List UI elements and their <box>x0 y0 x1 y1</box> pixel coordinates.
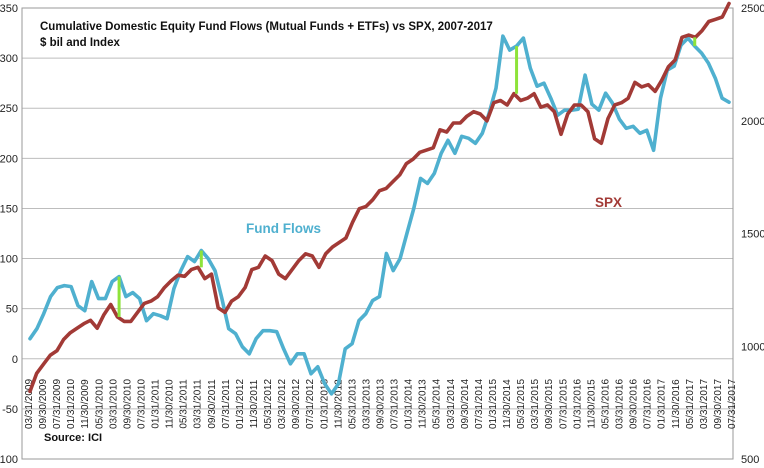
plot-frame <box>21 7 734 460</box>
x-tick-label: 07/31/2016 <box>643 379 654 429</box>
x-tick-label: 11/30/2016 <box>671 379 682 429</box>
y-left-tick-label: 250 <box>0 103 18 115</box>
y-right-tick-label: 1500 <box>741 229 764 241</box>
x-tick-label: 11/30/2009 <box>80 379 91 429</box>
x-tick-label: 09/30/2016 <box>629 379 640 429</box>
y-right-tick-label: 500 <box>741 454 759 466</box>
x-tick-label: 01/31/2014 <box>404 379 415 429</box>
x-tick-label: 09/30/2011 <box>207 379 218 429</box>
x-tick-label: 03/31/2015 <box>530 379 541 429</box>
x-tick-label: 11/30/2010 <box>165 379 176 429</box>
fund-flows-label: Fund Flows <box>246 221 321 236</box>
x-tick-label: 09/30/2014 <box>460 379 471 429</box>
x-tick-label: 03/31/2011 <box>193 379 204 429</box>
x-tick-label: 09/30/2017 <box>713 379 724 429</box>
y-left-tick-label: 300 <box>0 53 18 65</box>
x-tick-label: 05/31/2017 <box>685 379 696 429</box>
y-left-tick-label: 100 <box>0 254 18 266</box>
x-tick-label: 07/31/2009 <box>52 379 63 429</box>
chart-title-block: Cumulative Domestic Equity Fund Flows (M… <box>40 19 493 51</box>
x-tick-label: 01/31/2011 <box>151 379 162 429</box>
x-tick-label: 09/30/2012 <box>291 379 302 429</box>
spx-line <box>28 1 731 394</box>
x-tick-label: 03/31/2013 <box>361 379 372 429</box>
x-tick-label: 05/31/2016 <box>600 379 611 429</box>
y-left-tick-label: 50 <box>6 304 18 316</box>
source-note: Source: ICI <box>44 432 103 444</box>
x-tick-label: 01/31/2016 <box>572 379 583 429</box>
chart-subtitle: $ bil and Index <box>40 37 120 49</box>
x-tick-label: 03/31/2009 <box>24 379 35 429</box>
x-tick-label: 03/31/2012 <box>277 379 288 429</box>
x-tick-label: 07/31/2015 <box>558 379 569 429</box>
x-tick-label: 01/31/2017 <box>657 379 668 429</box>
x-tick-label: 05/31/2010 <box>94 379 105 429</box>
x-tick-label: 05/31/2011 <box>179 379 190 429</box>
x-tick-label: 03/31/2014 <box>446 379 457 429</box>
x-axis-ticks: 03/31/2009 09/30/2009 07/31/2009 01/31/2010… <box>24 379 738 429</box>
x-tick-label: 03/31/2010 <box>108 379 119 429</box>
x-tick-label: 05/31/2012 <box>263 379 274 429</box>
x-tick-label: 05/31/2015 <box>516 379 527 429</box>
x-tick-label: 09/30/2013 <box>376 379 387 429</box>
y-right-tick-label: 1000 <box>741 341 764 353</box>
x-tick-label: 05/31/2013 <box>347 379 358 429</box>
x-tick-label: 01/31/2015 <box>488 379 499 429</box>
left-axis-ticks: -100 -50 0 50 100 150 200 250 300 350 <box>0 3 18 466</box>
x-tick-label: 07/31/2013 <box>390 379 401 429</box>
x-tick-label: 07/31/2014 <box>474 379 485 429</box>
x-tick-label: 01/31/2010 <box>66 379 77 429</box>
series-lines <box>28 1 731 396</box>
y-right-tick-label: 2500 <box>741 3 764 15</box>
y-left-tick-label: 200 <box>0 153 18 165</box>
x-tick-label: 01/31/2012 <box>235 379 246 429</box>
x-tick-label: 11/30/2014 <box>502 379 513 429</box>
x-tick-label: 01/31/2013 <box>319 379 330 429</box>
y-left-tick-label: 0 <box>12 354 18 366</box>
x-tick-label: 03/31/2017 <box>699 379 710 429</box>
x-tick-label: 11/30/2015 <box>586 379 597 429</box>
x-tick-label: 05/31/2014 <box>432 379 443 429</box>
x-tick-label: 07/31/2010 <box>136 379 147 429</box>
y-right-tick-label: 2000 <box>741 116 764 128</box>
x-tick-label: 11/30/2013 <box>418 379 429 429</box>
x-tick-label: 09/30/2009 <box>38 379 49 429</box>
right-axis-ticks: 500 1000 1500 2000 2500 <box>741 3 764 466</box>
x-tick-label: 07/31/2011 <box>221 379 232 429</box>
x-tick-label: 09/30/2010 <box>122 379 133 429</box>
y-left-tick-label: 350 <box>0 3 18 15</box>
gap-highlights <box>117 37 697 317</box>
x-tick-label: 11/30/2012 <box>333 379 344 429</box>
x-tick-label: 07/31/2012 <box>305 379 316 429</box>
y-left-tick-label: -50 <box>2 404 18 416</box>
y-left-tick-label: -100 <box>0 454 18 466</box>
x-tick-label: 07/31/2017 <box>727 379 738 429</box>
fund-flows-line <box>28 34 731 396</box>
x-tick-label: 09/30/2015 <box>544 379 555 429</box>
x-tick-label: 03/31/2016 <box>615 379 626 429</box>
spx-label: SPX <box>595 195 622 210</box>
y-left-tick-label: 150 <box>0 203 18 215</box>
chart-title: Cumulative Domestic Equity Fund Flows (M… <box>40 21 493 33</box>
x-tick-label: 11/30/2011 <box>249 379 260 428</box>
